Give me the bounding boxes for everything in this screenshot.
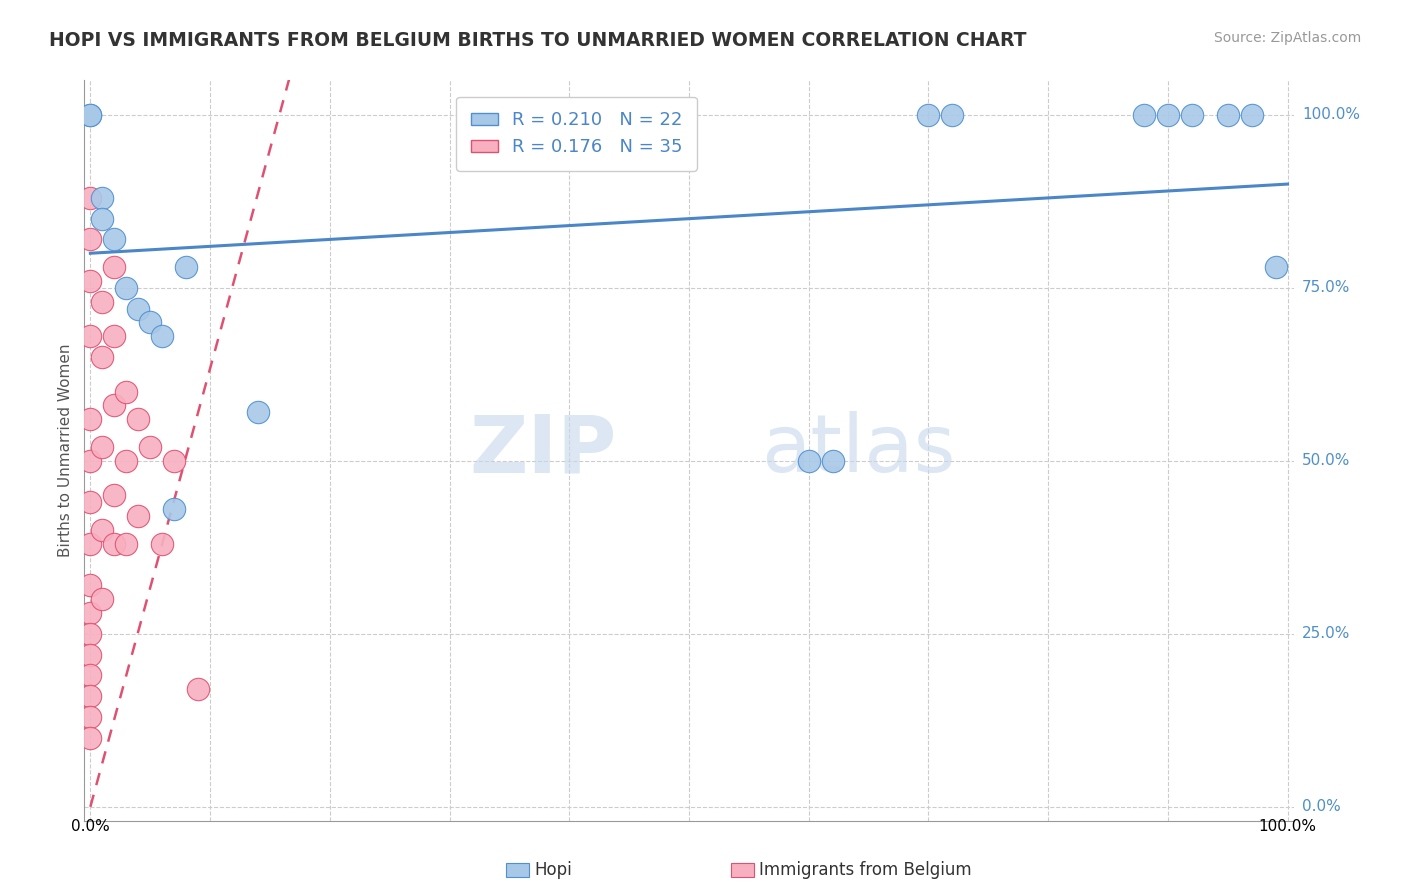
Point (1216, 108, 1239, 122)
Point (79, 108, 101, 122)
Point (79, 108, 101, 122)
Legend: R = 0.210   N = 22, R = 0.176   N = 35: R = 0.210 N = 22, R = 0.176 N = 35 (456, 96, 697, 170)
Point (91, 592, 114, 607)
Point (163, 454, 186, 468)
Point (79, 537, 101, 551)
Point (115, 537, 138, 551)
Point (127, 412, 149, 426)
Point (163, 502, 186, 516)
Point (139, 440, 162, 454)
Point (79, 731, 101, 745)
Point (1133, 108, 1156, 122)
Point (150, 537, 173, 551)
Text: 100.0%: 100.0% (1258, 819, 1316, 834)
Point (79, 454, 101, 468)
Point (127, 509, 149, 524)
Text: atlas: atlas (762, 411, 956, 490)
Text: Hopi: Hopi (534, 861, 572, 879)
Point (103, 488, 125, 502)
Point (91, 191, 114, 205)
Point (91, 294, 114, 309)
Point (797, 454, 820, 468)
Point (79, 578, 101, 592)
Point (79, 495, 101, 509)
Text: 0.0%: 0.0% (70, 819, 110, 834)
Point (139, 315, 162, 329)
Point (91, 211, 114, 226)
Point (79, 668, 101, 682)
Point (103, 232, 125, 246)
Y-axis label: Births to Unmarried Women: Births to Unmarried Women (58, 343, 73, 558)
Point (1157, 108, 1180, 122)
Text: 0.0%: 0.0% (1302, 799, 1341, 814)
Point (187, 682, 209, 697)
Point (1181, 108, 1204, 122)
Text: ZIP: ZIP (470, 411, 616, 490)
Point (941, 108, 963, 122)
Point (821, 454, 844, 468)
Point (1264, 260, 1286, 274)
Point (115, 454, 138, 468)
Point (79, 274, 101, 288)
Point (127, 301, 149, 316)
Point (79, 648, 101, 662)
Point (174, 260, 197, 274)
Text: HOPI VS IMMIGRANTS FROM BELGIUM BIRTHS TO UNMARRIED WOMEN CORRELATION CHART: HOPI VS IMMIGRANTS FROM BELGIUM BIRTHS T… (49, 31, 1026, 50)
Point (79, 232, 101, 246)
Point (115, 281, 138, 295)
Point (79, 627, 101, 641)
Point (79, 191, 101, 205)
Point (91, 523, 114, 537)
Text: 25.0%: 25.0% (1302, 626, 1350, 641)
Point (103, 329, 125, 343)
Point (115, 384, 138, 399)
Point (91, 350, 114, 364)
Text: Source: ZipAtlas.com: Source: ZipAtlas.com (1213, 31, 1361, 45)
Point (150, 329, 173, 343)
Text: Immigrants from Belgium: Immigrants from Belgium (759, 861, 972, 879)
Point (79, 689, 101, 703)
Point (103, 537, 125, 551)
Point (103, 260, 125, 274)
Point (79, 606, 101, 620)
Point (917, 108, 939, 122)
Point (91, 440, 114, 454)
Text: 50.0%: 50.0% (1302, 453, 1350, 468)
Point (246, 405, 269, 419)
Point (79, 710, 101, 724)
Point (79, 329, 101, 343)
Point (103, 399, 125, 413)
Point (79, 412, 101, 426)
Point (1240, 108, 1263, 122)
Text: 75.0%: 75.0% (1302, 280, 1350, 295)
Text: 100.0%: 100.0% (1302, 107, 1360, 122)
